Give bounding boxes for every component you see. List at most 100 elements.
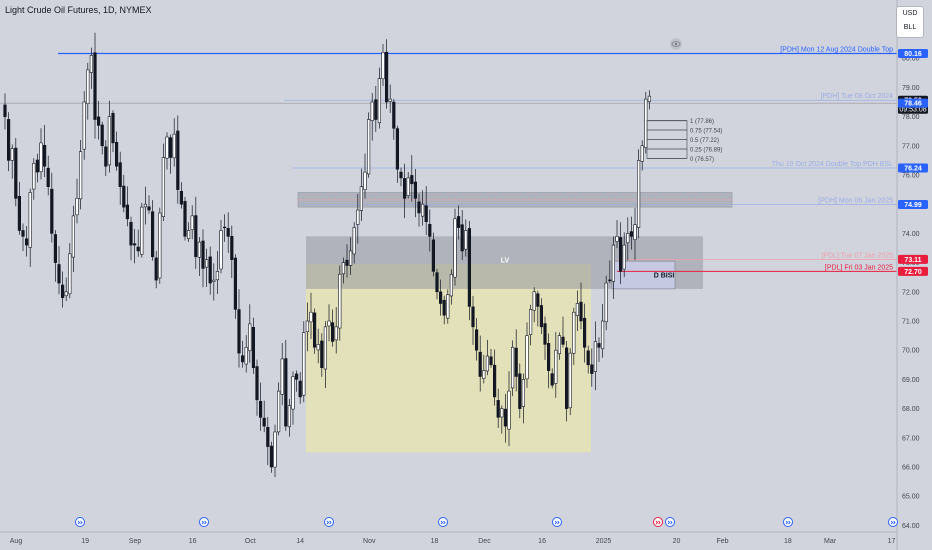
candle-body-down [24,238,29,246]
candle-body-up [305,320,310,333]
candle [86,62,90,120]
event-marker-chevrons [201,520,207,525]
candle-body-up [510,346,515,389]
candle [338,265,342,341]
candles-layer [3,32,651,478]
candle-body-up [276,390,281,433]
level-label: [PDL] Fri 03 Jan 2025 [825,264,893,271]
candle [46,155,50,196]
candle [410,155,414,202]
candle [190,205,194,240]
candle-body-up [370,101,374,121]
candle-body-down [237,309,241,354]
candle-body-down [251,327,256,369]
price-badge-value: 76.24 [904,165,922,172]
currency-usd[interactable]: USD [902,10,918,17]
candle-body-down [590,364,594,374]
candle [237,289,241,368]
candle [597,337,601,363]
candle-body-up [557,335,561,355]
candle [266,417,270,466]
candle-body-down [402,178,407,199]
candle-body-down [435,272,439,293]
candle-body-up [302,332,306,396]
candle-body-down [489,356,493,366]
candle-body-up [611,244,615,282]
candle [471,295,475,345]
event-marker-circle [75,517,85,527]
event-marker-circle [324,517,334,527]
candle [366,112,371,178]
candle-body-down [50,188,54,234]
candle-body-down [312,312,317,348]
candle-body-down [133,243,137,246]
candle-body-down [399,171,403,179]
candle-body-up [446,294,450,319]
y-tick-label: 71.00 [902,319,920,326]
candle-body-down [176,130,180,190]
y-tick-label: 76.00 [902,173,920,180]
candle-body-down [320,340,324,369]
candle [330,309,335,347]
candle [276,382,281,436]
candle [435,268,439,300]
x-tick-label: 2025 [596,538,612,545]
x-tick-label: 18 [431,538,439,545]
candle [151,200,155,261]
y-tick-label: 68.00 [902,406,920,413]
candle-body-down [413,181,418,199]
candle-body-down [53,234,57,263]
candle-body-up [161,157,166,217]
candle-body-down [14,147,18,199]
candle [17,181,22,235]
candle [251,317,256,374]
candle [60,271,65,308]
candle-body-up [482,370,486,379]
event-marker [665,517,675,527]
candle-body-down [492,364,497,398]
candle [456,205,461,240]
candle-body-up [291,376,295,410]
candle [611,236,615,299]
candle-body-down [169,137,173,158]
candle [158,207,162,284]
candle [496,388,500,429]
candle [600,304,605,358]
candle-body-down [7,119,11,161]
candle [273,424,277,478]
event-markers [75,38,898,527]
candle [557,332,561,360]
event-marker [75,517,85,527]
x-tick-label: 19 [81,538,89,545]
candle [125,186,129,227]
currency-selector[interactable]: USD BLL [896,6,924,38]
y-tick-label: 66.00 [902,465,920,472]
candle [438,279,443,316]
candle-body-down [460,224,464,252]
candle-body-up [187,230,191,239]
candle [7,112,11,172]
y-tick-label: 70.00 [902,348,920,355]
candle [172,118,176,167]
candle-body-up [615,236,619,242]
x-tick-label: 16 [538,538,546,545]
candle-body-down [536,293,540,307]
candle-body-up [10,148,14,161]
candle [165,132,169,170]
x-tick-label: Feb [717,538,729,545]
candle [392,99,396,140]
candle-body-up [280,358,284,395]
candle [79,140,83,210]
currency-bll[interactable]: BLL [903,24,917,31]
candle-body-down [125,204,129,220]
candle [241,340,245,368]
candle-body-up [341,262,346,275]
candle-body-up [633,224,637,240]
candle [640,140,644,171]
candle [93,32,97,139]
candle-body-up [165,136,169,159]
event-marker-chevrons [667,520,673,525]
y-tick-label: 72.00 [902,289,920,296]
candle-body-down [201,240,205,269]
